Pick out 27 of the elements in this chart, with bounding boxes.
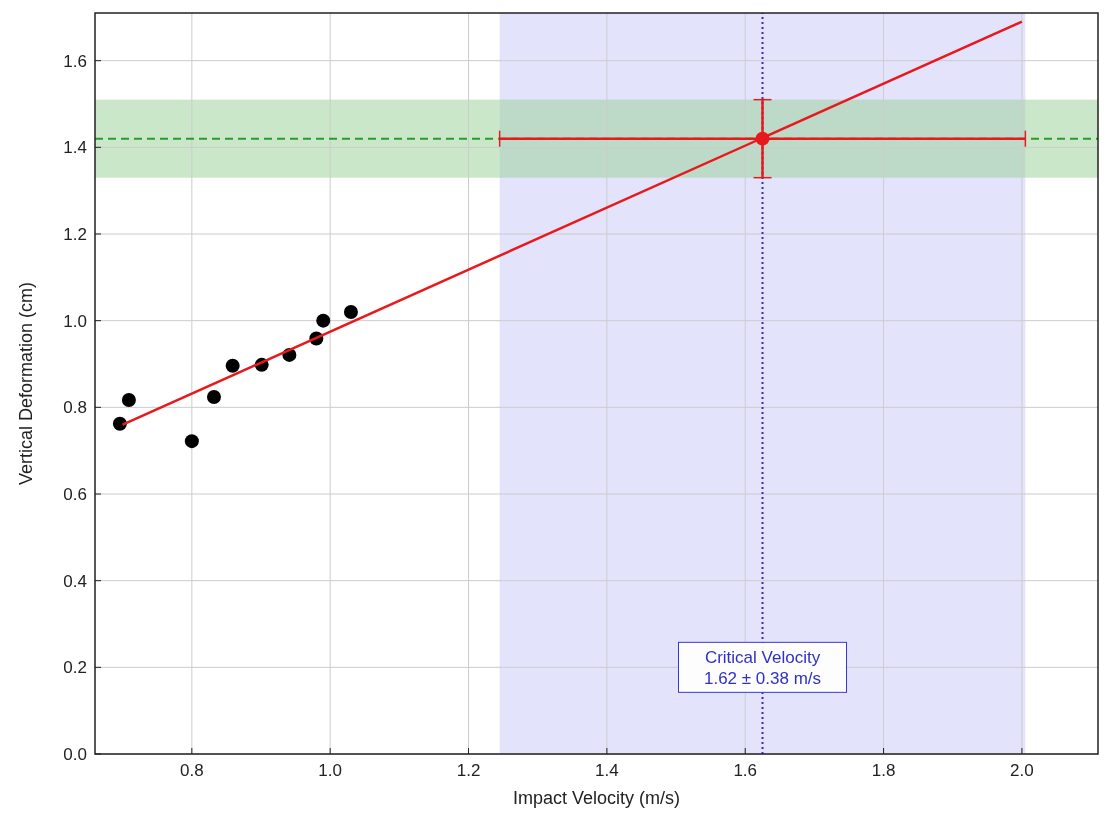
point	[316, 313, 331, 328]
y-tick-label: 0.8	[63, 398, 87, 418]
x-tick-label: 1.2	[456, 761, 481, 780]
point	[184, 434, 199, 449]
point	[112, 416, 127, 431]
point	[206, 389, 221, 404]
x-tick-label: 1.8	[871, 761, 896, 780]
y-tick-label: 1.6	[63, 51, 87, 71]
y-tick-label: 0.0	[63, 744, 87, 764]
y-tick-label: 0.4	[63, 571, 87, 591]
point	[225, 358, 240, 373]
x-tick-label: 1.4	[595, 761, 619, 780]
point	[343, 305, 358, 319]
x-tick-label: 1.0	[318, 761, 343, 780]
y-tick-label: 1.2	[63, 224, 87, 244]
x-tick-label: 1.6	[733, 761, 758, 780]
y-tick-label: 1.0	[63, 311, 87, 331]
x-tick-label: 2.0	[1010, 761, 1034, 780]
y-tick-label: 1.4	[63, 138, 87, 158]
point	[755, 131, 770, 146]
point	[121, 392, 136, 407]
y-axis-title: Vertical Deformation (cm)	[16, 281, 36, 486]
y-tick-label: 0.6	[63, 484, 87, 504]
y-tick-label: 0.2	[63, 658, 87, 678]
x-axis-title: Impact Velocity (m/s)	[512, 788, 681, 808]
x-tick-label: 0.8	[180, 761, 204, 780]
ref-line-label: Critical Velocity 1.62 ± 0.38 m/s	[703, 648, 822, 688]
